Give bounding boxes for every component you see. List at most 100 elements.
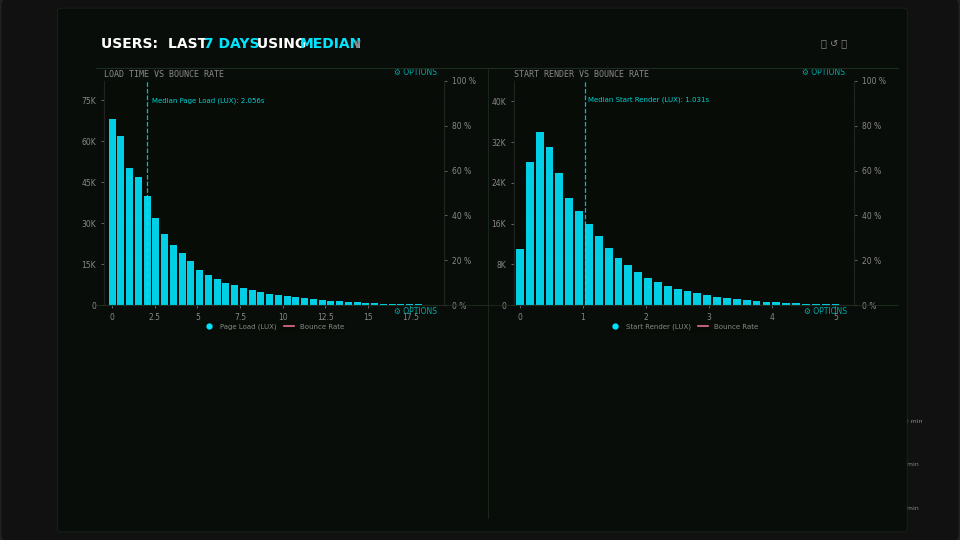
Bar	[624, 265, 633, 305]
Bar	[406, 304, 413, 305]
Text: 479K: 479K	[521, 367, 564, 382]
Text: 40.6%: 40.6%	[355, 367, 409, 382]
Bar	[684, 292, 691, 305]
Bar	[516, 249, 524, 305]
Text: Page Views (LUX): Page Views (LUX)	[240, 343, 306, 353]
Text: 100K  40 min: 100K 40 min	[766, 402, 807, 407]
Text: START RENDER VS BOUNCE RATE: START RENDER VS BOUNCE RATE	[514, 70, 649, 79]
Bar	[635, 272, 642, 305]
Bar	[822, 304, 829, 305]
Bar	[223, 283, 229, 305]
Bar	[792, 303, 800, 305]
Legend: Page Load (LUX), Bounce Rate: Page Load (LUX), Bounce Rate	[202, 321, 347, 333]
Bar	[293, 298, 300, 305]
Bar	[231, 286, 238, 305]
Text: 2.7Mpvs: 2.7Mpvs	[240, 367, 313, 382]
Bar	[585, 224, 593, 305]
Bar	[204, 275, 212, 305]
Bar	[187, 261, 195, 305]
Bar	[614, 258, 622, 305]
Bar	[108, 119, 116, 305]
Bar	[161, 234, 168, 305]
Bar	[327, 301, 334, 305]
Bar	[336, 301, 344, 305]
Bar	[802, 303, 810, 305]
Bar	[284, 296, 291, 305]
Text: ∨: ∨	[348, 38, 362, 51]
Text: ⬛ ↺ ❓: ⬛ ↺ ❓	[821, 38, 847, 48]
Bar	[257, 292, 264, 305]
Bar	[144, 196, 151, 305]
Bar	[266, 294, 274, 305]
Bar	[762, 301, 770, 305]
Bar	[674, 289, 682, 305]
Text: ⚙ OPTIONS: ⚙ OPTIONS	[804, 307, 847, 316]
Bar	[380, 303, 387, 305]
Text: SESSIONS: SESSIONS	[514, 324, 554, 333]
Bar	[372, 303, 378, 305]
Text: Bounce Rate (LUX): Bounce Rate (LUX)	[355, 343, 427, 353]
Text: ⚙ OPTIONS: ⚙ OPTIONS	[394, 68, 437, 77]
Bar	[704, 295, 711, 305]
Bar	[249, 290, 255, 305]
Bar	[782, 303, 790, 305]
Text: Sessions (LUX): Sessions (LUX)	[521, 343, 577, 353]
Bar	[556, 173, 564, 305]
Bar	[644, 278, 652, 305]
Text: LOAD TIME VS BOUNCE RATE: LOAD TIME VS BOUNCE RATE	[104, 70, 224, 79]
Bar	[693, 293, 702, 305]
Text: 500K  100%: 500K 100%	[240, 402, 277, 407]
Bar	[179, 253, 185, 305]
Bar	[214, 279, 221, 305]
Bar	[753, 301, 760, 305]
Bar	[654, 282, 661, 305]
Bar	[397, 304, 404, 305]
Bar	[713, 296, 721, 305]
Bar	[575, 211, 583, 305]
Text: 2pvs: 2pvs	[766, 367, 806, 382]
Text: LAST: LAST	[168, 37, 212, 51]
Text: 4 pvs: 4 pvs	[521, 402, 540, 408]
Bar	[319, 300, 325, 305]
Text: PAGE VIEWS VS ONLOAD: PAGE VIEWS VS ONLOAD	[104, 324, 204, 333]
Text: 7 DAYS: 7 DAYS	[204, 37, 260, 51]
Bar	[536, 132, 543, 305]
Bar	[743, 300, 751, 305]
Text: USING: USING	[252, 37, 312, 51]
Text: 17min: 17min	[651, 367, 704, 382]
Bar	[196, 269, 204, 305]
Text: Session Length (LUX): Session Length (LUX)	[651, 343, 732, 353]
Text: USERS:: USERS:	[101, 37, 162, 51]
Text: 0.7s: 0.7s	[110, 367, 147, 382]
Legend: Start Render (LUX), Bounce Rate: Start Render (LUX), Bounce Rate	[607, 321, 761, 333]
Bar	[664, 286, 672, 305]
Bar	[345, 302, 352, 305]
Bar	[526, 163, 534, 305]
Bar	[170, 245, 177, 305]
Text: Bounce Rate
7s
57.1%: Bounce Rate 7s 57.1%	[183, 113, 252, 148]
Text: 1s: 1s	[110, 402, 119, 408]
Bar	[153, 218, 159, 305]
Text: Page Load (LUX): Page Load (LUX)	[110, 343, 173, 353]
Bar	[310, 299, 317, 305]
Text: ⚙ OPTIONS: ⚙ OPTIONS	[802, 68, 845, 77]
Bar	[389, 304, 396, 305]
Bar	[732, 299, 741, 305]
Bar	[595, 237, 603, 305]
Bar	[363, 303, 370, 305]
Bar	[240, 288, 247, 305]
Bar	[773, 302, 780, 305]
Text: PVs Per Session (LUX): PVs Per Session (LUX)	[766, 343, 849, 353]
Text: ⚙ OPTIONS: ⚙ OPTIONS	[394, 307, 437, 316]
Text: MEDIAN: MEDIAN	[300, 37, 362, 51]
Bar	[565, 198, 573, 305]
Bar	[275, 295, 282, 305]
Bar	[117, 136, 125, 305]
Bar	[812, 304, 820, 305]
Bar	[135, 177, 142, 305]
Bar	[723, 298, 731, 305]
Bar	[605, 248, 612, 305]
Bar	[126, 168, 133, 305]
Bar	[301, 298, 308, 305]
Text: Median Page Load (LUX): 2.056s: Median Page Load (LUX): 2.056s	[153, 98, 265, 104]
